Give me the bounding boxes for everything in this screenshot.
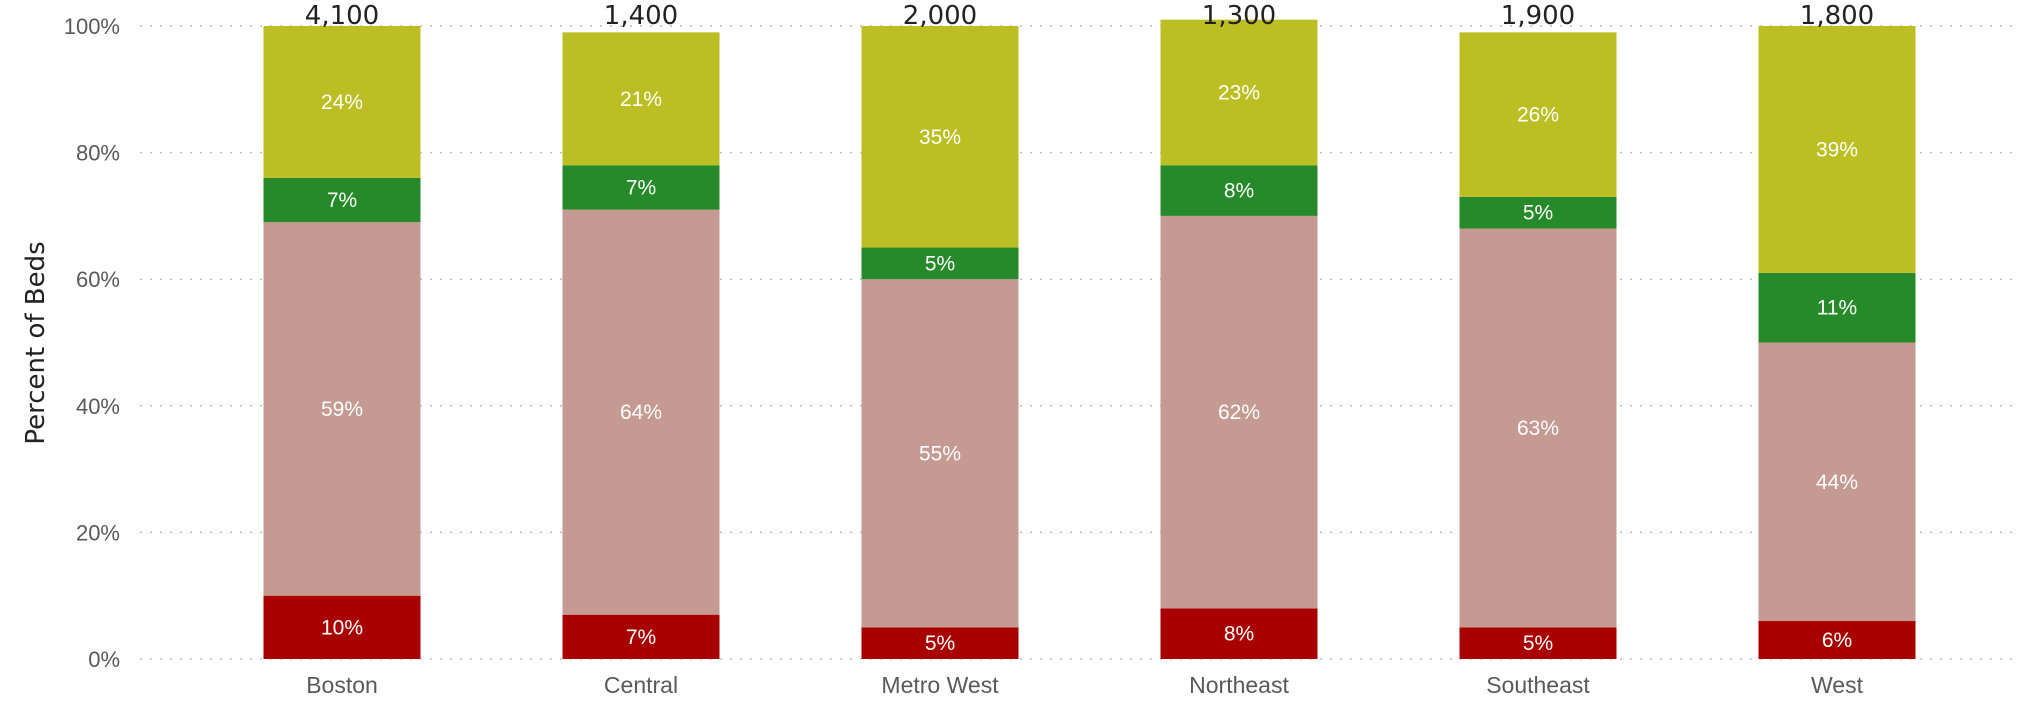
- bar-segment: [1160, 19, 1318, 166]
- segment-value-label: 26%: [1517, 104, 1559, 127]
- category-label: Northeast: [1189, 672, 1289, 698]
- segment-value-label: 7%: [626, 176, 656, 199]
- bar-segment: [1459, 627, 1617, 659]
- segment-value-label: 62%: [1218, 401, 1260, 424]
- bar-total-label: 1,800: [1800, 1, 1874, 31]
- category-label: Southeast: [1486, 672, 1590, 698]
- segment-value-label: 8%: [1224, 180, 1254, 203]
- bar-segment: [1459, 32, 1617, 197]
- bar-total-label: 2,000: [903, 1, 977, 31]
- category-label: Metro West: [881, 672, 999, 698]
- bar-segment: [1758, 26, 1916, 273]
- segment-value-label: 21%: [620, 88, 662, 111]
- y-tick-label: 20%: [76, 520, 120, 545]
- bar-segment: [1758, 342, 1916, 622]
- segment-value-label: 11%: [1817, 297, 1857, 320]
- segment-value-label: 35%: [919, 126, 961, 149]
- segment-value-label: 23%: [1218, 81, 1260, 104]
- bar-segment: [562, 165, 720, 210]
- y-tick-label: 60%: [76, 267, 120, 292]
- bar-total-label: 4,100: [305, 1, 379, 31]
- segment-value-label: 7%: [327, 189, 357, 212]
- bar-segment: [861, 247, 1019, 280]
- y-tick-label: 80%: [76, 141, 120, 166]
- bar-segment: [861, 26, 1019, 248]
- segment-value-label: 5%: [925, 252, 955, 275]
- segment-value-label: 10%: [321, 616, 363, 639]
- segment-value-label: 7%: [626, 626, 656, 649]
- y-tick-label: 100%: [64, 14, 120, 39]
- bar-segment: [1160, 608, 1318, 659]
- bar-segment: [1459, 196, 1617, 229]
- segment-value-label: 64%: [620, 401, 662, 424]
- segment-value-label: 5%: [925, 632, 955, 655]
- segment-value-label: 44%: [1816, 471, 1858, 494]
- segment-value-label: 6%: [1822, 629, 1852, 652]
- category-label: Central: [604, 672, 678, 698]
- bar-segment: [562, 209, 720, 615]
- bar-segment: [861, 627, 1019, 659]
- segment-labels: 10% 59% 7% 24% 7% 64% 7% 21% 5% 55% 5% 35% 8% 62% 8% 23…: [321, 81, 1858, 655]
- bar-segment: [562, 32, 720, 166]
- bar-segment: [1758, 621, 1916, 659]
- bar-total-label: 1,900: [1501, 1, 1575, 31]
- x-axis-categories: Boston Central Metro West Northeast Southeas…: [306, 672, 1863, 698]
- bar-segment: [562, 614, 720, 659]
- segment-value-label: 8%: [1224, 623, 1254, 646]
- segment-value-label: 63%: [1517, 417, 1559, 440]
- segment-value-label: 24%: [321, 91, 363, 114]
- bar-segment: [1758, 272, 1916, 343]
- segment-value-label: 5%: [1523, 202, 1553, 225]
- category-label: West: [1811, 672, 1864, 698]
- bar-segment: [263, 222, 421, 596]
- y-axis-title: Percent of Beds: [21, 241, 51, 444]
- bar-totals: 4,100 1,400 2,000 1,300 1,900 1,800: [305, 1, 1874, 31]
- bar-total-label: 1,400: [604, 1, 678, 31]
- segment-value-label: 59%: [321, 398, 363, 421]
- y-tick-label: 40%: [76, 394, 120, 419]
- bar-segment: [1459, 228, 1617, 628]
- bar-segment: [1160, 215, 1318, 609]
- bars: [263, 19, 1916, 659]
- y-tick-label: 0%: [88, 647, 120, 672]
- bar-segment: [263, 177, 421, 223]
- y-axis-ticks: 0% 20% 40% 60% 80% 100%: [64, 14, 120, 672]
- gridlines: [140, 25, 2020, 660]
- segment-value-label: 5%: [1523, 632, 1553, 655]
- bar-segment: [861, 279, 1019, 628]
- bar-total-label: 1,300: [1202, 1, 1276, 31]
- segment-value-label: 55%: [919, 442, 961, 465]
- bar-segment: [263, 595, 421, 659]
- bar-segment: [263, 26, 421, 178]
- category-label: Boston: [306, 672, 378, 698]
- bar-segment: [1160, 165, 1318, 216]
- segment-value-label: 39%: [1816, 138, 1858, 161]
